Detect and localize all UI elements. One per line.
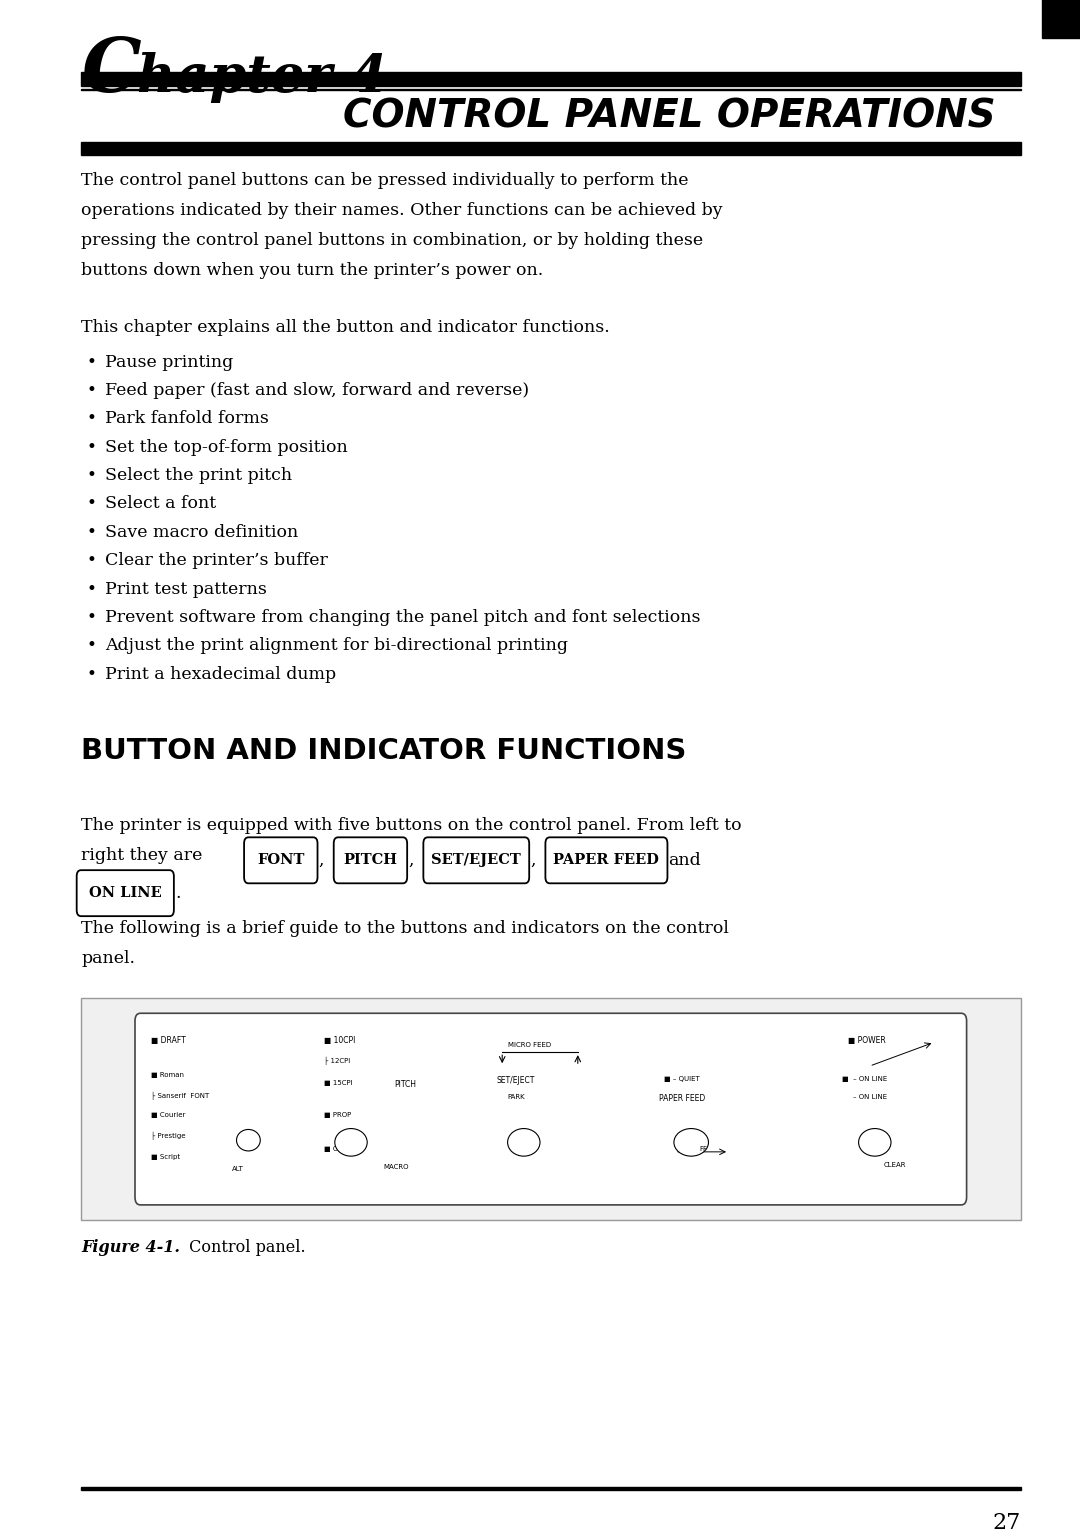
Text: Prevent software from changing the panel pitch and font selections: Prevent software from changing the panel… [105,609,700,625]
Text: •: • [86,411,96,428]
Text: •: • [86,354,96,371]
Text: SET/EJECT: SET/EJECT [497,1076,536,1085]
Text: ■ Script: ■ Script [151,1154,180,1160]
Text: ├ 12CPI: ├ 12CPI [324,1056,350,1064]
Text: •: • [86,581,96,598]
Text: •: • [86,665,96,682]
FancyBboxPatch shape [423,837,529,883]
Text: Select the print pitch: Select the print pitch [105,468,292,484]
Bar [81,1487,1021,1490]
Text: right they are: right they are [81,846,202,863]
Bar [81,72,1021,86]
Text: ,: , [530,852,536,869]
Text: SET/EJECT: SET/EJECT [431,854,522,868]
Text: Clear the printer’s buffer: Clear the printer’s buffer [105,552,327,569]
Text: CONTROL PANEL OPERATIONS: CONTROL PANEL OPERATIONS [343,98,996,136]
Bar [81,89,1021,90]
Text: The following is a brief guide to the buttons and indicators on the control: The following is a brief guide to the bu… [81,920,729,937]
Text: •: • [86,524,96,541]
Text: ALT: ALT [232,1165,244,1171]
Text: ON LINE: ON LINE [89,886,162,900]
Ellipse shape [237,1130,260,1151]
Text: FF: FF [700,1145,707,1151]
Text: •: • [86,552,96,569]
Text: Adjust the print alignment for bi-directional printing: Adjust the print alignment for bi-direct… [105,638,568,655]
Text: Print test patterns: Print test patterns [105,581,267,598]
Text: This chapter explains all the button and indicator functions.: This chapter explains all the button and… [81,319,610,336]
Text: ■ Courier: ■ Courier [151,1111,186,1118]
Text: Save macro definition: Save macro definition [105,524,298,541]
Text: Control panel.: Control panel. [184,1239,306,1256]
Text: ■  – ON LINE: ■ – ON LINE [842,1076,888,1082]
Text: Set the top-of-form position: Set the top-of-form position [105,438,348,455]
Text: ,: , [408,852,414,869]
Text: MICRO FEED: MICRO FEED [508,1042,551,1049]
Text: 27: 27 [993,1512,1021,1533]
Text: ■ 10CPI: ■ 10CPI [324,1036,355,1046]
Text: Select a font: Select a font [105,495,216,512]
Text: – ON LINE: – ON LINE [853,1095,888,1101]
Text: •: • [86,609,96,625]
Text: •: • [86,638,96,655]
FancyBboxPatch shape [77,871,174,917]
Text: Park fanfold forms: Park fanfold forms [105,411,269,428]
Text: Print a hexadecimal dump: Print a hexadecimal dump [105,665,336,682]
Bar [1042,0,1080,38]
Bar [81,998,1021,1220]
Text: PITCH: PITCH [394,1081,416,1088]
Ellipse shape [335,1128,367,1156]
Text: •: • [86,438,96,455]
Ellipse shape [508,1128,540,1156]
Text: PARK: PARK [508,1095,525,1101]
Text: and: and [669,852,701,869]
Text: buttons down when you turn the printer’s power on.: buttons down when you turn the printer’s… [81,262,543,279]
Text: panel.: panel. [81,949,135,967]
Text: CLEAR: CLEAR [883,1162,906,1168]
Text: BUTTON AND INDICATOR FUNCTIONS: BUTTON AND INDICATOR FUNCTIONS [81,737,687,765]
Text: C: C [81,35,140,107]
Text: Feed paper (fast and slow, forward and reverse): Feed paper (fast and slow, forward and r… [105,382,529,399]
Bar [81,143,1021,155]
Text: Pause printing: Pause printing [105,354,233,371]
Text: •: • [86,382,96,399]
FancyBboxPatch shape [135,1013,967,1205]
Text: hapter 4: hapter 4 [137,52,388,103]
Text: ├ Sanserif  FONT: ├ Sanserif FONT [151,1091,210,1101]
Text: MACRO: MACRO [383,1164,409,1170]
Text: pressing the control panel buttons in combination, or by holding these: pressing the control panel buttons in co… [81,231,703,248]
FancyBboxPatch shape [244,837,318,883]
Ellipse shape [859,1128,891,1156]
Text: •: • [86,468,96,484]
Text: ■ POWER: ■ POWER [848,1036,886,1046]
Text: ■ PROP: ■ PROP [324,1111,351,1118]
Text: ■ 15CPI: ■ 15CPI [324,1081,353,1085]
Ellipse shape [674,1128,708,1156]
Text: FONT: FONT [257,854,305,868]
Text: The printer is equipped with five buttons on the control panel. From left to: The printer is equipped with five button… [81,817,742,834]
Text: •: • [86,495,96,512]
Text: ,: , [319,852,324,869]
Text: ■ DRAFT: ■ DRAFT [151,1036,186,1046]
Text: ■ COND: ■ COND [324,1145,353,1151]
FancyBboxPatch shape [545,837,667,883]
Text: ■ Roman: ■ Roman [151,1072,185,1078]
Text: PAPER FEED: PAPER FEED [659,1095,705,1104]
Text: ├ Prestige: ├ Prestige [151,1131,186,1141]
Text: operations indicated by their names. Other functions can be achieved by: operations indicated by their names. Oth… [81,202,723,219]
Text: ■ – QUIET: ■ – QUIET [664,1076,700,1082]
Text: The control panel buttons can be pressed individually to perform the: The control panel buttons can be pressed… [81,172,689,189]
Text: PAPER FEED: PAPER FEED [553,854,660,868]
Text: PITCH: PITCH [343,854,397,868]
Text: Figure 4-1.: Figure 4-1. [81,1239,180,1256]
Text: .: . [175,885,180,901]
FancyBboxPatch shape [334,837,407,883]
